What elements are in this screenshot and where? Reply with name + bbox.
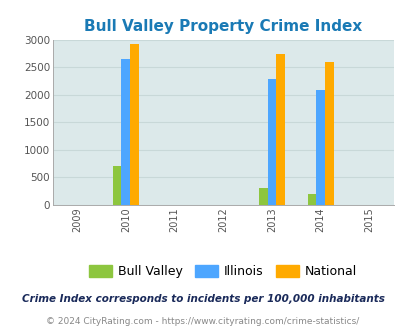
Text: © 2024 CityRating.com - https://www.cityrating.com/crime-statistics/: © 2024 CityRating.com - https://www.city…: [46, 317, 359, 326]
Bar: [258, 188, 267, 205]
Text: Crime Index corresponds to incidents per 100,000 inhabitants: Crime Index corresponds to incidents per…: [21, 294, 384, 304]
Bar: [267, 79, 276, 205]
Bar: [130, 44, 139, 205]
Bar: [315, 90, 324, 205]
Bar: [121, 59, 130, 205]
Title: Bull Valley Property Crime Index: Bull Valley Property Crime Index: [84, 19, 362, 34]
Bar: [113, 166, 121, 205]
Bar: [307, 194, 315, 205]
Bar: [276, 54, 284, 205]
Legend: Bull Valley, Illinois, National: Bull Valley, Illinois, National: [84, 260, 361, 283]
Bar: [324, 62, 333, 205]
